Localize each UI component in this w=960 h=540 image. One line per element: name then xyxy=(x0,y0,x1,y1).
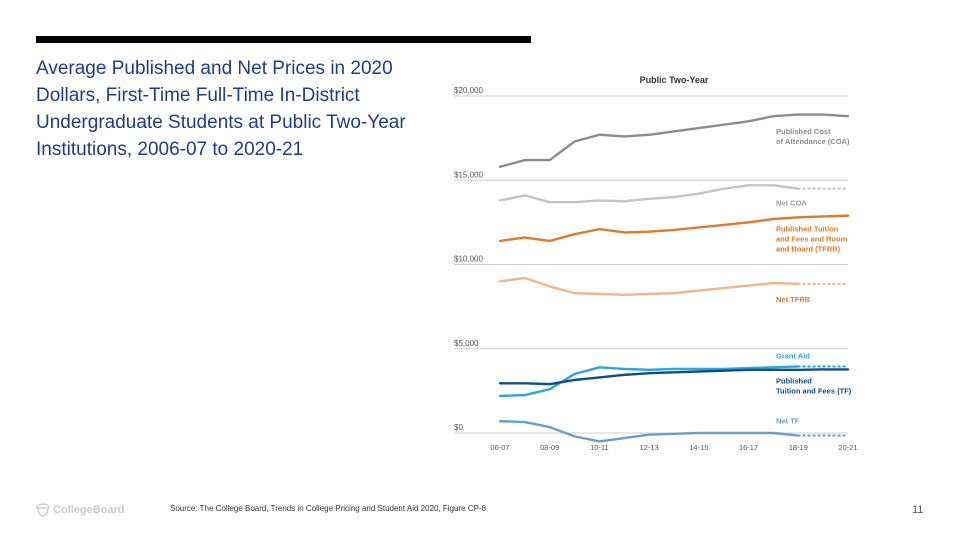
series-label: Published Cost xyxy=(776,127,831,136)
logo-text: CollegeBoard xyxy=(53,503,125,516)
chart-title: Public Two-Year xyxy=(640,75,709,85)
slide-title: Average Published and Net Prices in 2020… xyxy=(36,58,406,160)
y-tick-label: $0 xyxy=(454,423,463,432)
series-label: Published Tuition xyxy=(776,225,839,234)
series-line-3 xyxy=(498,276,800,297)
series-line-1 xyxy=(498,184,800,204)
x-tick-label: 20-21 xyxy=(838,443,857,452)
college-board-logo: CollegeBoard xyxy=(36,502,125,517)
series-label: and Board (TFRB) xyxy=(776,245,841,254)
series-label: Grant Aid xyxy=(776,351,810,360)
x-tick-label: 08-09 xyxy=(540,443,559,452)
line-chart: Public Two-Year $0 $5,000 $10,000 $15,000 $20… xyxy=(454,75,858,452)
series-label: Tuition and Fees (TF) xyxy=(776,386,852,395)
series-line-4 xyxy=(498,365,800,398)
y-tick-label: $20,000 xyxy=(454,86,483,95)
x-tick-label: 10-11 xyxy=(590,443,609,452)
page-number: 11 xyxy=(912,504,924,516)
x-tick-label: 16-17 xyxy=(739,443,758,452)
series-line-5 xyxy=(498,368,850,386)
series-line-6 xyxy=(498,420,800,443)
y-tick-label: $10,000 xyxy=(454,255,483,264)
x-tick-label: 06-07 xyxy=(490,443,509,452)
title-accent-bar xyxy=(36,36,531,43)
acorn-icon xyxy=(36,503,50,517)
x-tick-label: 18-19 xyxy=(789,443,808,452)
series-label: Net COA xyxy=(776,199,807,208)
y-tick-label: $15,000 xyxy=(454,170,483,179)
x-tick-label: 14-15 xyxy=(689,443,708,452)
series-label: Net TFRB xyxy=(776,295,811,304)
series-line-0 xyxy=(498,113,850,168)
y-tick-label: $5,000 xyxy=(454,339,479,348)
source-citation: Source: The College Board, Trends in Col… xyxy=(170,504,487,513)
series-line-2 xyxy=(498,214,850,243)
series-label: of Attendance (COA) xyxy=(776,137,850,146)
series-label: Net TF xyxy=(776,417,800,426)
x-tick-label: 12-13 xyxy=(640,443,659,452)
series-label: Published xyxy=(776,376,812,385)
series-label: and Fees and Room xyxy=(776,235,848,244)
